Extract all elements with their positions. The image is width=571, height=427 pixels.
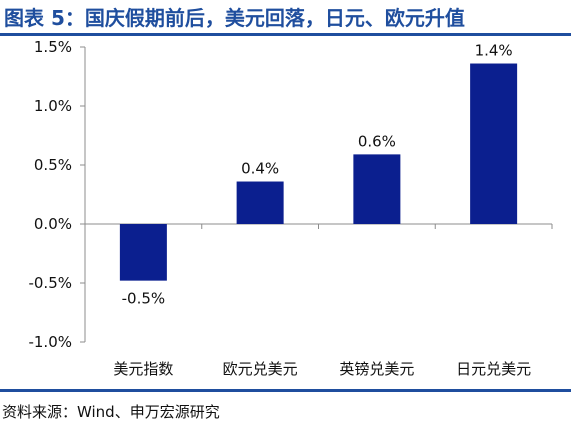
bar — [236, 181, 284, 224]
bar — [470, 63, 518, 224]
data-label: 0.6% — [358, 132, 396, 150]
bar — [353, 154, 401, 224]
data-label: -0.5% — [122, 290, 166, 308]
title-divider — [0, 33, 571, 36]
x-tick-label: 欧元兑美元 — [223, 360, 298, 378]
chart-title: 图表 5：国庆假期前后，美元回落，日元、欧元升值 — [4, 6, 465, 30]
data-label: 0.4% — [241, 160, 279, 178]
y-tick-label: -1.0% — [28, 333, 72, 351]
y-tick-label: 1.0% — [34, 97, 72, 115]
y-tick-label: -0.5% — [28, 274, 72, 292]
y-tick-label: 1.5% — [34, 38, 72, 56]
y-tick-label: 0.5% — [34, 156, 72, 174]
footer-divider — [0, 389, 571, 392]
y-tick-label: 0.0% — [34, 215, 72, 233]
x-tick-label: 日元兑美元 — [456, 360, 531, 378]
x-tick-label: 英镑兑美元 — [339, 360, 414, 378]
bar — [119, 224, 167, 281]
x-tick-label: 美元指数 — [113, 360, 173, 378]
source-note: 资料来源：Wind、申万宏源研究 — [2, 403, 220, 421]
data-label: 1.4% — [475, 42, 513, 60]
